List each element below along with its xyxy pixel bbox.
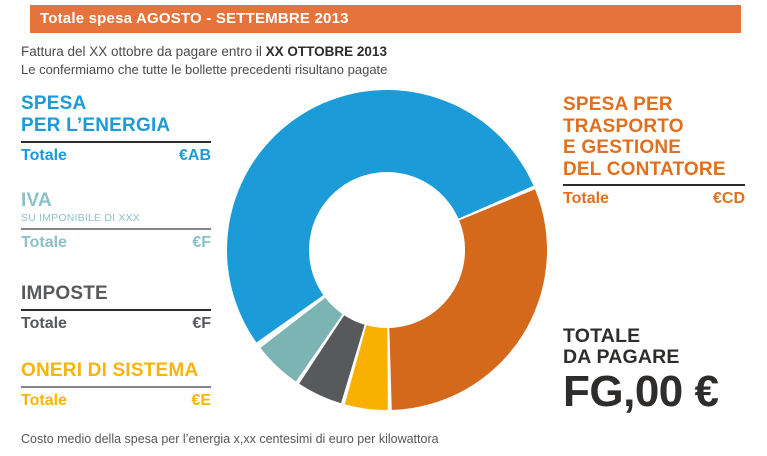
section-imposte: IMPOSTE Totale €F [21,283,211,333]
spesa-energia-title: SPESA PER L’ENERGIA [21,93,211,137]
trasporto-total-row: Totale €CD [563,190,745,208]
trasporto-title-line2: TRASPORTO [563,115,684,137]
average-cost-note: Costo medio della spesa per l’energia x,… [21,432,439,446]
section-trasporto: SPESA PER TRASPORTO E GESTIONE DEL CONTA… [563,94,745,208]
section-header-title: Totale spesa AGOSTO - SETTEMBRE 2013 [40,10,349,27]
oneri-title: ONERI DI SISTEMA [21,360,199,381]
iva-total-label: Totale [21,234,67,251]
section-spesa-energia: SPESA PER L’ENERGIA Totale €AB [21,93,211,165]
trasporto-title-line1: SPESA PER [563,94,673,115]
spesa-energia-divider [21,141,211,143]
oneri-total-row: Totale €E [21,392,211,410]
trasporto-title-line3: E GESTIONE [563,137,682,158]
total-to-pay-amount: FG,00 € [563,367,719,416]
spending-donut-chart-container [226,89,548,411]
imposte-title: IMPOSTE [21,283,108,304]
trasporto-total-value: €CD [712,190,745,207]
oneri-total-value: €E [191,392,211,409]
total-to-pay-label-line2: DA PAGARE [563,346,680,368]
section-iva: IVA SU IMPONIBILE DI XXX Totale €F [21,191,211,252]
imposte-total-row: Totale €F [21,315,211,333]
trasporto-title: SPESA PER TRASPORTO E GESTIONE DEL CONTA… [563,94,745,180]
spesa-energia-total-value: €AB [178,147,211,164]
donut-slice-iva [260,297,343,382]
donut-slice-trasporto [389,189,547,410]
previous-bills-paid-line: Le confermiamo che tutte le bollette pre… [21,62,388,77]
iva-title: IVA [21,190,52,211]
section-oneri: ONERI DI SISTEMA Totale €E [21,360,211,410]
section-header-bar: Totale spesa AGOSTO - SETTEMBRE 2013 [30,5,741,33]
invoice-due-line: Fattura del XX ottobre da pagare entro i… [21,44,387,59]
total-to-pay-block: TOTALE DA PAGARE FG,00 € [563,326,719,416]
donut-chart [227,90,547,411]
total-to-pay-label-line1: TOTALE [563,325,641,347]
invoice-due-date: XX OTTOBRE 2013 [265,44,387,59]
imposte-divider [21,309,211,311]
spesa-energia-total-label: Totale [21,147,67,164]
oneri-total-label: Totale [21,392,67,409]
trasporto-title-line4: DEL CONTATORE [563,158,726,180]
total-to-pay-label: TOTALE DA PAGARE [563,326,718,368]
donut-slice-energia [227,90,534,343]
spesa-energia-total-row: Totale €AB [21,147,211,165]
imposte-total-label: Totale [21,315,67,332]
iva-total-row: Totale €F [21,234,211,252]
iva-subtitle: SU IMPONIBILE DI XXX [21,212,140,224]
iva-total-value: €F [192,234,211,251]
trasporto-total-label: Totale [563,190,609,207]
donut-slice-imposte [299,315,365,404]
trasporto-divider [563,184,745,186]
imposte-total-value: €F [192,315,211,332]
spesa-energia-title-line2: PER L’ENERGIA [21,115,171,136]
donut-slice-oneri [344,325,388,411]
invoice-due-text: Fattura del XX ottobre da pagare entro i… [21,44,266,59]
spesa-energia-title-line1: SPESA [21,93,87,114]
iva-divider [21,228,211,230]
oneri-divider [21,386,211,388]
